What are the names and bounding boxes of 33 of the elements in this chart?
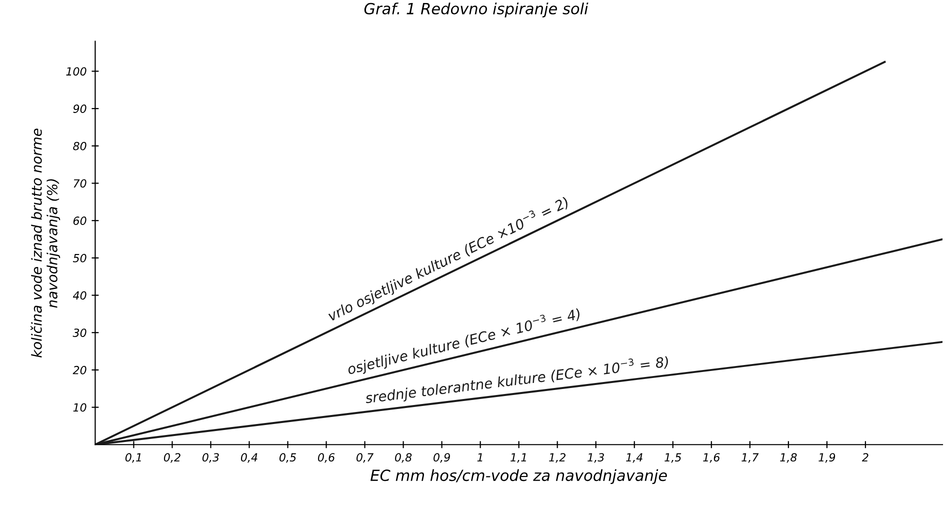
x-tick-label: 0,7 xyxy=(356,453,374,463)
y-tick-label: 40 xyxy=(72,291,86,300)
x-tick-label: 1,8 xyxy=(780,453,797,463)
y-tick-label: 60 xyxy=(73,216,86,225)
y-tick-label: 90 xyxy=(73,104,86,113)
y-tick-label: 50 xyxy=(72,254,86,262)
x-axis-title: EC mm hos/cm-vode za navodnjavanje xyxy=(370,469,667,484)
x-tick-label: 1,3 xyxy=(588,453,604,463)
x-tick-label: 1,2 xyxy=(549,453,566,463)
x-tick-label: 0,6 xyxy=(318,453,335,463)
y-tick-label: 10 xyxy=(73,403,86,412)
y-tick-label: 100 xyxy=(66,67,86,76)
x-tick-label: 0,2 xyxy=(164,453,180,463)
x-tick-label: 1,6 xyxy=(703,453,720,463)
x-tick-label: 0,4 xyxy=(240,453,258,463)
x-tick-label: 0,5 xyxy=(279,453,296,463)
y-tick-label: 20 xyxy=(72,366,86,374)
x-tick-label: 1 xyxy=(477,453,482,462)
y-tick-label: 70 xyxy=(74,179,86,188)
x-tick-label: 2 xyxy=(862,453,868,462)
x-tick-label: 0,1 xyxy=(125,453,141,463)
x-tick-label: 0,3 xyxy=(202,453,219,463)
y-tick-label: 30 xyxy=(72,328,86,337)
x-tick-label: 0,8 xyxy=(395,453,412,463)
x-tick-label: 1,4 xyxy=(626,453,642,463)
x-tick-label: 1,7 xyxy=(742,453,759,463)
y-tick-label: 80 xyxy=(73,142,86,150)
y-axis-title: količina vode iznad brutto norme navodnjavanja (%) xyxy=(30,128,60,358)
x-tick-label: 1,9 xyxy=(818,453,836,463)
chart-title: Graf. 1 Redovno ispiranje soli xyxy=(364,2,588,18)
x-tick-label: 1,5 xyxy=(664,453,682,463)
x-tick-label: 1,1 xyxy=(510,453,526,463)
x-tick-label: 0,9 xyxy=(434,453,450,463)
